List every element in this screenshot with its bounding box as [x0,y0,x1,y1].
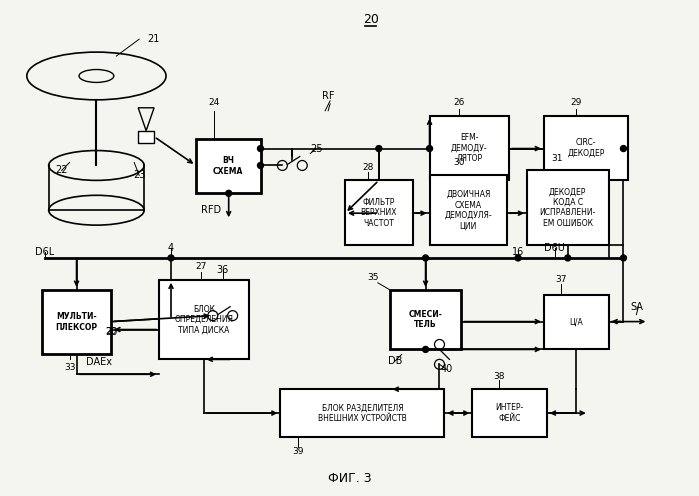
Text: D6L: D6L [35,247,55,257]
Bar [527,171,609,245]
Text: 31: 31 [551,154,563,163]
Text: 39: 39 [293,447,304,456]
Bar [430,176,507,245]
Bar [473,389,547,437]
Text: ДВОИЧНАЯ
СХЕМА
ДЕМОДУЛЯ-
ЦИИ: ДВОИЧНАЯ СХЕМА ДЕМОДУЛЯ- ЦИИ [445,190,492,230]
Text: RF: RF [322,91,334,101]
Text: 16: 16 [512,247,524,257]
Text: ФИЛЬТР
ВЕРХНИХ
ЧАСТОТ: ФИЛЬТР ВЕРХНИХ ЧАСТОТ [361,198,397,228]
Text: 40: 40 [440,365,452,374]
Text: 20: 20 [363,13,379,26]
Text: 35: 35 [367,273,379,282]
Text: 27: 27 [195,262,206,271]
Bar [430,116,509,181]
Bar [544,116,628,181]
Bar [390,290,461,349]
Circle shape [515,255,521,261]
Text: 25: 25 [310,143,322,154]
Bar [544,295,609,349]
Text: 29: 29 [570,98,582,107]
Text: ВЧ
СХЕМА: ВЧ СХЕМА [213,156,243,176]
Text: БЛОК
ОПРЕДЕЛЕНИЯ
ТИПА ДИСКА: БЛОК ОПРЕДЕЛЕНИЯ ТИПА ДИСКА [174,305,233,334]
Text: 21: 21 [147,34,159,44]
Text: DB: DB [387,356,402,367]
Text: 20: 20 [106,327,117,336]
Circle shape [226,190,231,196]
Text: 26: 26 [454,98,465,107]
Bar [159,280,249,360]
Circle shape [257,146,264,152]
Text: 38: 38 [493,372,505,381]
Circle shape [565,255,571,261]
Circle shape [426,146,433,152]
Text: 4: 4 [168,243,174,253]
Text: EFM-
ДЕМОДУ-
ЛЯТОР: EFM- ДЕМОДУ- ЛЯТОР [451,133,488,163]
Text: RFD: RFD [201,205,221,215]
Circle shape [621,146,626,152]
Bar [42,290,111,355]
Text: 28: 28 [362,163,373,172]
Text: 36: 36 [217,265,229,275]
Text: DAEx: DAEx [87,357,113,368]
Text: Ц/А: Ц/А [570,317,583,326]
Text: CIRC-
ДЕКОДЕР: CIRC- ДЕКОДЕР [568,138,605,158]
Bar [345,181,412,245]
Text: ДЕКОДЕР
КОДА С
ИСПРАВЛЕНИ-
ЕМ ОШИБОК: ДЕКОДЕР КОДА С ИСПРАВЛЕНИ- ЕМ ОШИБОК [540,187,596,228]
Text: СМЕСИ-
ТЕЛЬ: СМЕСИ- ТЕЛЬ [409,310,442,329]
Text: 23: 23 [133,171,145,181]
Circle shape [621,255,626,261]
Text: 30: 30 [454,158,465,167]
Text: 37: 37 [555,275,567,284]
Bar [138,130,154,142]
Text: D6U: D6U [545,243,565,253]
Text: SA: SA [630,302,643,311]
Text: МУЛЬТИ-
ПЛЕКСОР: МУЛЬТИ- ПЛЕКСОР [55,312,98,332]
Text: 22: 22 [55,166,68,176]
Text: 33: 33 [64,363,75,372]
Circle shape [168,255,174,261]
Bar [280,389,445,437]
Text: БЛОК РАЗДЕЛИТЕЛЯ
ВНЕШНИХ УСТРОЙСТВ: БЛОК РАЗДЕЛИТЕЛЯ ВНЕШНИХ УСТРОЙСТВ [318,403,407,423]
Circle shape [257,163,264,169]
Circle shape [423,346,428,353]
Text: ФИГ. 3: ФИГ. 3 [329,472,372,485]
Circle shape [423,255,428,261]
Text: 20: 20 [105,326,117,336]
Circle shape [376,146,382,152]
Text: 24: 24 [208,98,219,107]
Bar [196,138,261,193]
Text: ИНТЕР-
ФЕЙС: ИНТЕР- ФЕЙС [496,403,524,423]
